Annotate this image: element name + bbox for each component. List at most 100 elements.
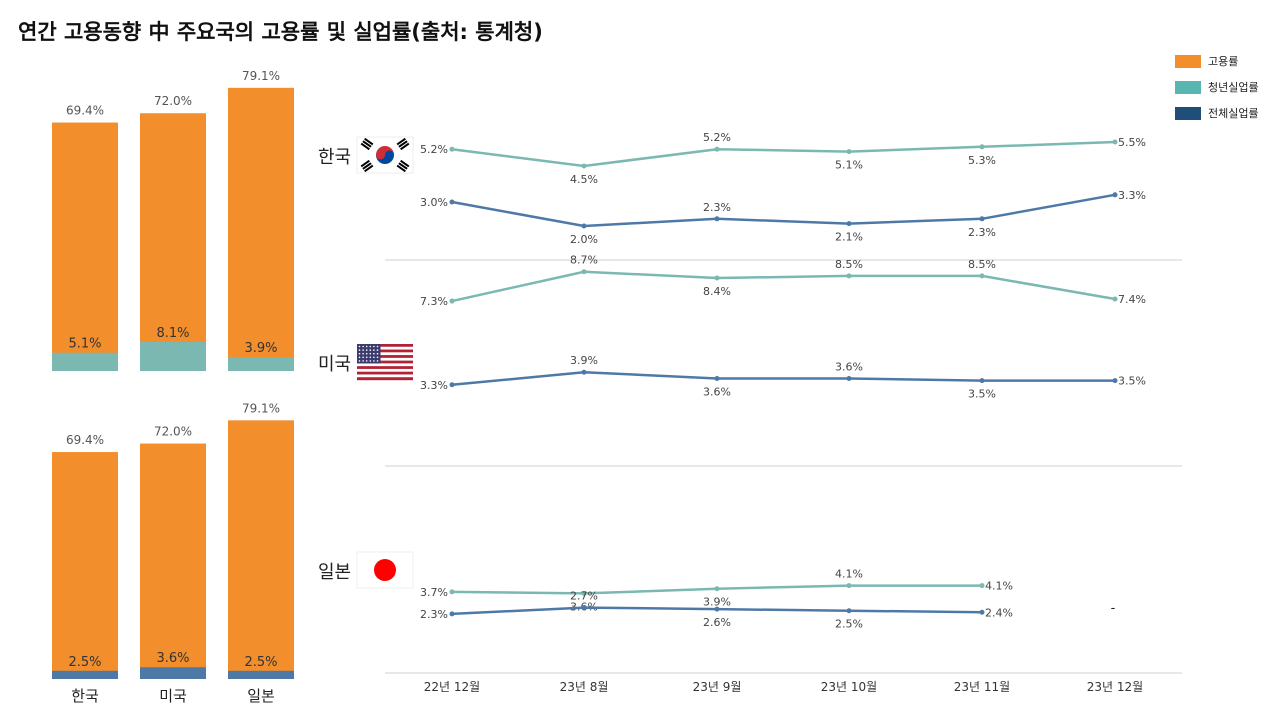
- data-point-youth-2: [581, 163, 587, 169]
- flag-usa-stripe: [357, 368, 413, 372]
- flag-usa-stripe: [357, 363, 413, 367]
- data-point-total-1: [449, 611, 455, 617]
- flag-korea-trigram-bar: [362, 162, 372, 170]
- flag-usa-stripe: [357, 357, 413, 361]
- data-label-youth-3: 3.9%: [703, 596, 731, 609]
- bar-label-youth-unemployment-3: 3.9%: [244, 341, 277, 356]
- x-tick-label-5: 23년 11월: [954, 680, 1010, 694]
- data-label-total-1: 3.3%: [420, 379, 448, 392]
- data-label-total-2: 2.0%: [570, 233, 598, 246]
- flag-usa-star: [362, 360, 364, 362]
- legend-label-youth-unemployment: 청년실업률: [1208, 81, 1259, 94]
- flag-usa-stripe: [357, 349, 413, 353]
- flag-usa-star: [369, 356, 372, 359]
- flag-korea-trigram-bar: [364, 164, 374, 173]
- flag-korea-trigram-4: [396, 159, 410, 173]
- legend-item-total-unemployment[interactable]: 전체실업률: [1175, 105, 1259, 121]
- country-label-japan: 일본: [318, 562, 351, 583]
- flag-usa-star: [373, 349, 375, 351]
- flag-usa-stripe: [357, 377, 413, 381]
- flag-usa-stripe: [357, 366, 413, 370]
- data-label-total-6: 3.3%: [1118, 189, 1146, 202]
- x-tick-label-6: 23년 12월: [1087, 680, 1143, 694]
- legend-swatch-youth-unemployment: [1175, 80, 1201, 94]
- data-point-youth-6: [1112, 139, 1118, 145]
- flag-usa-star: [362, 349, 364, 351]
- bar-employment-2: [140, 443, 206, 679]
- legend: 고용률 청년실업률 전체실업률: [1175, 53, 1259, 131]
- legend-item-employment[interactable]: 고용률: [1175, 53, 1259, 69]
- country-label-korea: 한국: [318, 147, 351, 168]
- bar-youth-unemployment-2: [140, 342, 206, 371]
- data-point-total-3: [714, 606, 720, 612]
- data-label-total-5: 3.5%: [968, 388, 996, 401]
- bar-label-youth-unemployment-1: 5.1%: [68, 337, 101, 352]
- line-panel-korea: 한국 5.2% 4.5% 5.2% 5.1% 5.3% 5.5% 3.0% 2.0% 2.3% 2.…: [318, 131, 1146, 246]
- flag-korea-trigram-bar: [398, 162, 408, 170]
- bar-label-employment-3: 79.1%: [242, 401, 280, 415]
- flag-korea-trigram-bar: [360, 159, 370, 168]
- data-label-total-2: 3.9%: [570, 354, 598, 367]
- bar-total-unemployment-1: [52, 670, 118, 679]
- flag-korea-trigram-bar: [362, 140, 372, 148]
- flag-usa-star: [358, 360, 361, 362]
- flag-japan-bg: [356, 551, 414, 589]
- flag-usa-star: [376, 356, 379, 359]
- data-point-youth-4: [846, 149, 852, 155]
- bar-label-total-unemployment-3: 2.5%: [244, 655, 277, 670]
- data-point-youth-4: [846, 273, 852, 279]
- data-point-youth-5: [979, 583, 985, 589]
- flag-korea-taeguk-swirl-blue: [385, 150, 394, 160]
- data-label-youth-6: 7.4%: [1118, 293, 1146, 306]
- data-label-youth-1: 3.7%: [420, 586, 448, 599]
- flag-usa-star: [358, 352, 361, 355]
- data-label-youth-6: 5.5%: [1118, 136, 1146, 149]
- data-label-youth-2: 8.7%: [570, 254, 598, 267]
- flag-usa-star: [362, 356, 364, 359]
- data-point-youth-1: [449, 146, 455, 152]
- data-point-youth-5: [979, 273, 985, 279]
- bar-employment-3: [228, 87, 294, 372]
- data-label-youth-5: 5.3%: [968, 154, 996, 167]
- bar-category-label-3: 일본: [247, 687, 275, 705]
- data-point-total-5: [979, 216, 985, 222]
- flag-usa-star: [369, 360, 372, 362]
- page-title: 연간 고용동향 中 주요국의 고용률 및 실업률(출처: 통계청): [18, 20, 543, 44]
- bar-youth-unemployment-3: [228, 357, 294, 371]
- flag-korea-taeguk-swirl-red: [376, 150, 385, 160]
- flag-usa-star: [362, 352, 364, 355]
- legend-item-youth-unemployment[interactable]: 청년실업률: [1175, 79, 1259, 95]
- data-point-total-2: [581, 223, 587, 229]
- flag-usa-star: [365, 345, 368, 348]
- flag-korea-trigram-bar: [398, 140, 408, 148]
- bar-employment-3: [228, 420, 294, 679]
- flag-korea-trigram-bar: [360, 142, 370, 151]
- bar-label-employment-1: 69.4%: [66, 433, 104, 447]
- bar-label-employment-3: 79.1%: [242, 69, 280, 83]
- series-line-youth-usa: [451, 270, 1116, 303]
- data-point-total-1: [449, 199, 455, 205]
- flag-usa-star: [362, 345, 364, 348]
- data-label-total-4: 2.1%: [835, 231, 863, 244]
- flag-usa-star: [369, 345, 372, 348]
- flag-usa-stripe: [357, 374, 413, 378]
- flag-usa-star: [373, 345, 375, 348]
- data-point-youth-2: [581, 269, 587, 275]
- bar-category-label-1: 한국: [71, 687, 99, 705]
- series-line-total-usa: [451, 370, 1115, 387]
- data-point-youth-5: [979, 144, 985, 150]
- flag-usa-star: [365, 360, 368, 362]
- data-point-total-3: [714, 376, 720, 382]
- flag-usa-star: [376, 345, 379, 348]
- flag-usa-stripe: [357, 360, 413, 364]
- bar-panel-2: 69.4% 2.5% 72.0% 3.6% 79.1% 2.5% 한국 미국 일본: [52, 401, 294, 705]
- flag-korea-trigram-bar: [364, 137, 374, 146]
- flag-korea-trigram-bar: [400, 142, 410, 151]
- flag-usa-star: [365, 356, 368, 359]
- flag-korea-trigram-2: [396, 137, 410, 151]
- bar-employment-2: [140, 113, 206, 372]
- bar-total-unemployment-2: [140, 667, 206, 679]
- data-label-total-5: 2.4%: [985, 606, 1013, 619]
- data-label-total-4: 2.5%: [835, 618, 863, 631]
- bar-total-unemployment-3: [228, 670, 294, 679]
